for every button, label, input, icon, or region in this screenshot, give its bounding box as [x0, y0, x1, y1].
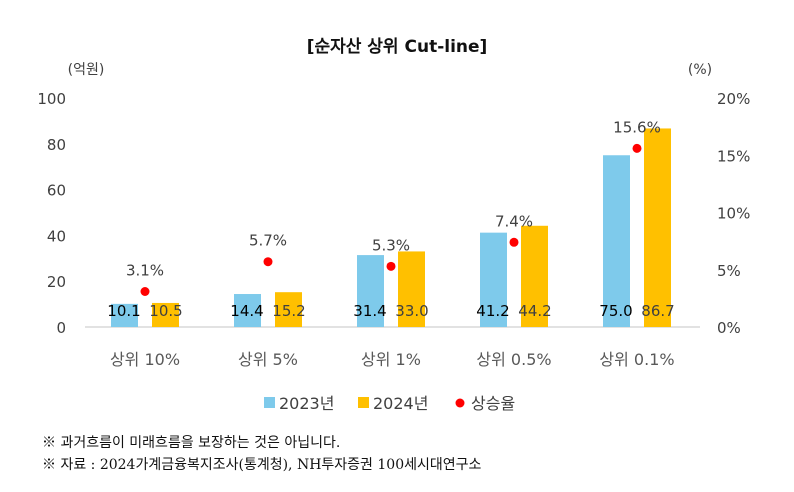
bar-label-2023: 75.0 [599, 302, 632, 320]
bar-2023 [234, 294, 261, 327]
legend-label-2023: 2023년 [279, 394, 334, 413]
bar-2024 [521, 225, 548, 327]
growth-label: 15.6% [613, 118, 661, 136]
y-tick-label: 60 [47, 182, 66, 200]
disclaimer-note: ※ 과거흐름이 미래흐름을 보장하는 것은 아닙니다. [42, 435, 341, 451]
bar-label-2024: 33.0 [395, 302, 428, 320]
growth-dot [386, 261, 396, 271]
legend-swatch-2023 [264, 397, 275, 408]
y2-tick-label: 0% [717, 319, 741, 337]
bar-label-2024: 15.2 [272, 302, 305, 320]
y2-tick-label: 10% [717, 205, 750, 223]
y-tick-label: 20 [47, 273, 66, 291]
y-axis-label: (억원) [68, 62, 105, 78]
bar-label-2024: 86.7 [641, 302, 674, 320]
y2-tick-label: 15% [717, 147, 750, 165]
source-note: ※ 자료 : 2024가계금융복지조사(통계청), NH투자증권 100세시대연… [42, 457, 482, 473]
bar-2024 [398, 251, 425, 327]
y2-axis-label: (%) [688, 62, 712, 78]
bar-label-2023: 41.2 [476, 302, 509, 320]
legend-label-growth: 상승율 [471, 394, 515, 413]
growth-label: 7.4% [495, 212, 533, 230]
bar-label-2024: 10.5 [149, 302, 182, 320]
y-tick-label: 40 [47, 227, 66, 245]
x-tick-label: 상위 0.5% [476, 350, 551, 369]
bar-label-2023: 10.1 [107, 302, 140, 320]
bar-label-2024: 44.2 [518, 302, 551, 320]
bar-label-2023: 31.4 [353, 302, 386, 320]
growth-dot [632, 143, 642, 153]
y-tick-label: 100 [37, 90, 66, 108]
growth-label: 3.1% [126, 262, 164, 280]
y2-tick-label: 5% [717, 262, 741, 280]
y-tick-label: 0 [56, 319, 66, 337]
bar-2023 [603, 155, 630, 327]
x-tick-label: 상위 5% [238, 350, 298, 369]
legend-swatch-2024 [358, 397, 369, 408]
y2-tick-label: 20% [717, 90, 750, 108]
growth-dot [509, 237, 519, 247]
x-tick-label: 상위 0.1% [599, 350, 674, 369]
growth-label: 5.3% [372, 236, 410, 254]
bar-2023 [357, 255, 384, 327]
y-tick-label: 80 [47, 136, 66, 154]
bar-2024 [275, 292, 302, 327]
bar-2023 [480, 232, 507, 327]
growth-dot [263, 257, 273, 267]
legend-dot-growth [455, 398, 465, 408]
bar-2024 [644, 128, 671, 327]
bar-2024 [152, 302, 179, 327]
growth-label: 5.7% [249, 232, 287, 250]
x-tick-label: 상위 10% [110, 350, 180, 369]
bar-2023 [111, 303, 138, 327]
legend-label-2024: 2024년 [373, 394, 428, 413]
x-tick-label: 상위 1% [361, 350, 421, 369]
bar-label-2023: 14.4 [230, 302, 263, 320]
chart-title: [순자산 상위 Cut-line] [307, 37, 488, 57]
growth-dot [140, 287, 150, 297]
